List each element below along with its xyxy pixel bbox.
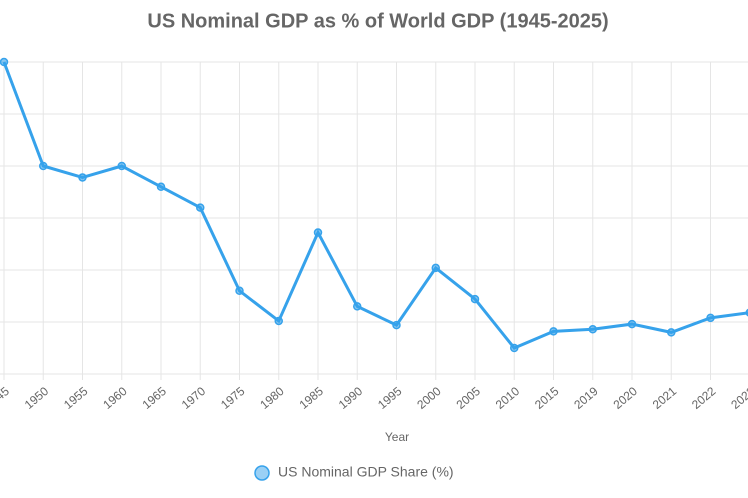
x-tick-label: 2019 bbox=[571, 384, 601, 412]
point bbox=[78, 173, 87, 182]
x-tick-label: 2010 bbox=[493, 384, 523, 412]
point bbox=[588, 325, 597, 334]
x-tick-label: 2000 bbox=[414, 384, 444, 412]
point bbox=[706, 313, 715, 323]
point bbox=[235, 286, 244, 296]
point bbox=[470, 294, 480, 304]
x-tick-label: 1970 bbox=[179, 384, 209, 412]
x-tick-label: 1960 bbox=[100, 384, 130, 412]
point bbox=[431, 263, 440, 273]
legend-label: US Nominal GDP Share (%) bbox=[278, 464, 454, 480]
x-tick-label: 2022 bbox=[689, 384, 719, 412]
x-tick-label: 2023 bbox=[728, 384, 748, 412]
line bbox=[2, 61, 748, 350]
x-tick-label: 2020 bbox=[611, 384, 641, 412]
point bbox=[667, 328, 676, 337]
point bbox=[313, 228, 323, 237]
x-tick-label: 2015 bbox=[532, 384, 562, 412]
point bbox=[549, 327, 558, 336]
point bbox=[39, 161, 48, 171]
point bbox=[117, 161, 126, 171]
x-tick-label: 1945 bbox=[0, 384, 12, 412]
point bbox=[392, 320, 401, 330]
x-tick-label: 1975 bbox=[218, 384, 248, 412]
x-tick-label: 1995 bbox=[375, 384, 405, 412]
x-tick-label: 1990 bbox=[336, 384, 366, 412]
chart-title: US Nominal GDP as % of World GDP (1945-2… bbox=[147, 10, 608, 32]
x-tick-label: 2021 bbox=[650, 384, 680, 412]
point bbox=[156, 182, 166, 192]
x-tick-label: 1985 bbox=[297, 384, 327, 412]
point bbox=[0, 57, 9, 67]
x-tick-label: 1950 bbox=[22, 384, 52, 412]
point bbox=[627, 319, 637, 329]
x-tick-label: 1955 bbox=[61, 384, 91, 412]
x-tick-label: 1980 bbox=[257, 384, 287, 412]
point bbox=[274, 316, 283, 326]
point bbox=[353, 302, 362, 311]
x-tick-label: 2005 bbox=[454, 384, 484, 412]
x-axis-label: Year bbox=[385, 430, 409, 444]
x-tick-label: 1965 bbox=[140, 384, 170, 412]
legend-marker bbox=[254, 465, 270, 481]
point bbox=[196, 203, 205, 212]
point bbox=[510, 343, 519, 353]
